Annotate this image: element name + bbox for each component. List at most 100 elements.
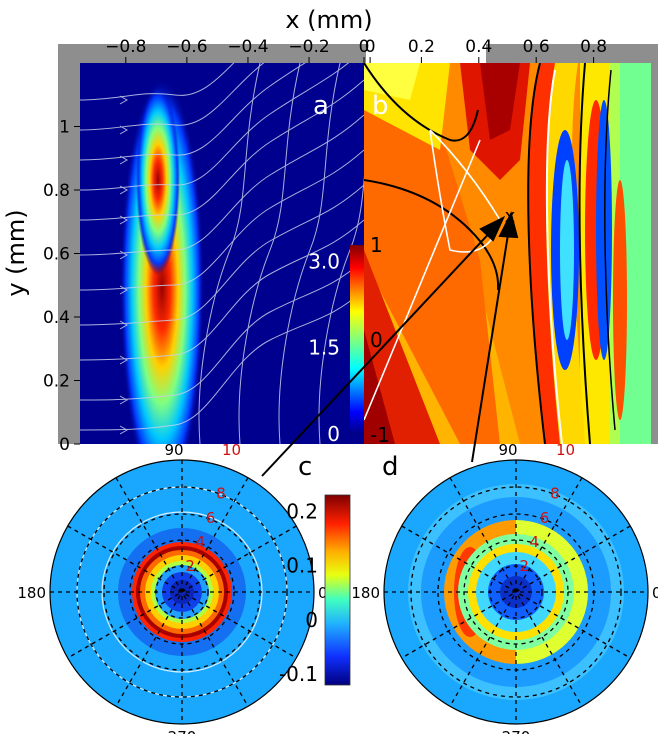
streamline	[278, 63, 341, 444]
polar-spoke	[401, 525, 631, 659]
streamline	[80, 63, 265, 131]
y-tick-label: 0.8	[43, 181, 70, 201]
y-tick-label: 0	[59, 435, 70, 455]
panel-a-x-ticks: −0.8 −0.6 −0.4 −0.2 0	[105, 37, 376, 63]
y-tick-label: 0.2	[43, 372, 70, 392]
angle-label-90: 90	[164, 441, 183, 459]
x-tick-label: −0.8	[105, 37, 146, 57]
colorbar-a-tick: 3.0	[308, 249, 340, 273]
streamline	[80, 63, 350, 191]
radial-tick-label: 8	[216, 484, 226, 502]
panel-b-frame-top	[486, 44, 658, 63]
x-tick-label: 0	[365, 37, 376, 57]
polar-spoke	[67, 525, 297, 659]
x-tick-label: −0.6	[166, 37, 207, 57]
colorbar-b-tick: -1	[370, 423, 390, 447]
y-tick-label: 0.4	[43, 308, 70, 328]
streamline-arrow	[119, 355, 129, 365]
panel-b-map	[364, 63, 651, 444]
radial-tick-label: 10	[222, 441, 241, 459]
angle-label-90: 90	[498, 441, 517, 459]
arrow-c-to-marker	[261, 225, 497, 477]
x-tick-label: −0.4	[227, 37, 268, 57]
panel-b-colorbar: 1 0 -1	[370, 233, 390, 447]
streamline-arrow	[119, 125, 129, 135]
colorbar-a-bar	[350, 245, 364, 435]
arrow-d-head	[498, 211, 519, 239]
panel-a-colorbar: 3.0 1.5 0	[308, 245, 364, 446]
x-tick-label: 0.8	[580, 37, 607, 57]
panel-a-frame-top	[58, 44, 366, 63]
colorbar-c-tick: -0.1	[279, 662, 318, 686]
colorbar-c-tick: 0.1	[286, 554, 318, 578]
panel-b-x-ticks: 0 0.2 0.4 0.6 0.8	[359, 37, 607, 63]
streamline-arrow	[119, 250, 129, 260]
colorbar-b-tick: 1	[370, 233, 383, 257]
angle-label-270: 270	[502, 728, 531, 734]
colorbar-a-tick: 0	[327, 422, 340, 446]
streamline-arrow	[119, 320, 129, 330]
streamline-arrow	[119, 395, 129, 405]
y-tick-label: 0.6	[43, 245, 70, 265]
panel-a-hotspot-core	[136, 85, 180, 275]
streamline-arrow	[119, 285, 129, 295]
panel-label-d: d	[382, 452, 399, 482]
streamline	[80, 219, 364, 361]
arrow-d-to-marker	[471, 227, 510, 463]
radial-tick-label: 6	[206, 509, 216, 527]
streamline-arrow	[119, 95, 129, 105]
streamline	[80, 149, 364, 291]
angle-label-180: 180	[17, 584, 46, 602]
panel-b: b 00.20.40.60.8 x 10-1	[359, 37, 658, 447]
angle-label-0: 0	[318, 584, 328, 602]
angle-label-270: 270	[168, 728, 197, 734]
angle-label-180: 180	[351, 584, 380, 602]
streamline	[318, 176, 364, 444]
streamline-arrow	[119, 425, 129, 435]
radial-tick-label: 8	[550, 484, 560, 502]
radial-tick-label: 2	[519, 557, 529, 575]
streamline	[198, 63, 261, 444]
colorbar-b-tick: 0	[370, 328, 383, 352]
panel-a: a x (mm) y (mm) −0.8 −0.6 −0.4 −0.2 0 0 0.2 0.…	[2, 6, 376, 455]
colorbar-c-tick: 0	[305, 608, 318, 632]
x-tick-label: 0	[359, 37, 370, 57]
x-tick-label: 0.2	[408, 37, 435, 57]
panel-label-c: c	[298, 452, 312, 482]
arrows	[261, 211, 519, 477]
x-tick-label: −0.2	[288, 37, 329, 57]
streamline-arrow	[119, 185, 129, 195]
streamline	[80, 289, 364, 431]
panel-label-b: b	[372, 91, 389, 121]
x-tick-label: 0.6	[523, 37, 550, 57]
streamlines	[80, 63, 364, 444]
arrow-c-head	[479, 215, 506, 242]
panel-c-polar-grid	[50, 460, 314, 724]
streamline	[80, 63, 235, 101]
streamline-arrow	[119, 155, 129, 165]
panel-a-frame-left	[58, 44, 80, 444]
colorbar-a-tick: 1.5	[308, 336, 340, 360]
colorbar-c-tick: 0.2	[286, 499, 318, 523]
streamline-arrow	[119, 215, 129, 225]
radial-tick-label: 2	[185, 557, 195, 575]
panel-c-colorbar: 0.20.10-0.1	[279, 494, 351, 686]
streamline	[80, 114, 364, 256]
y-tick-label: 1	[59, 118, 70, 138]
streamline	[80, 63, 306, 161]
x-tick-label: 0.4	[465, 37, 492, 57]
panel-d-polar-grid	[384, 460, 648, 724]
radial-tick-label: 4	[196, 533, 206, 551]
streamline	[80, 79, 364, 221]
y-axis-title: y (mm)	[2, 209, 30, 296]
radial-tick-label: 4	[530, 533, 540, 551]
streamline	[80, 259, 364, 401]
radial-tick-label: 6	[540, 509, 550, 527]
x-axis-title: x (mm)	[285, 6, 372, 34]
panel-label-a: a	[313, 91, 329, 121]
